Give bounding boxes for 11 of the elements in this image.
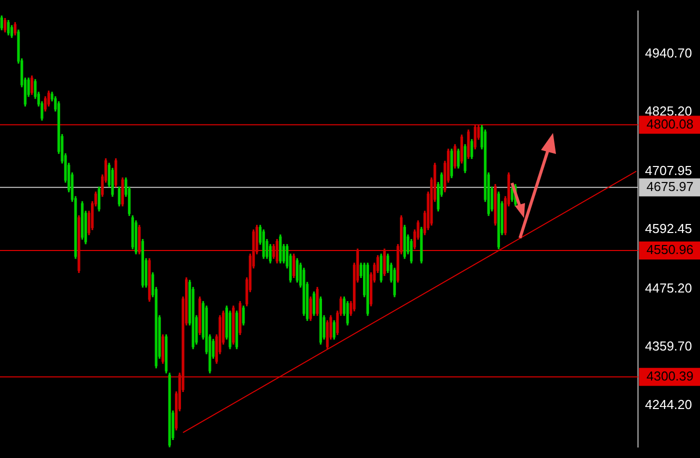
y-tick-label: 4592.45 (645, 221, 692, 236)
ref-line-label: 4675.97 (646, 178, 694, 194)
y-tick-label: 4825.20 (645, 104, 692, 119)
ref-line-label: 4800.08 (646, 116, 694, 132)
y-tick-label: 4359.70 (645, 338, 692, 354)
y-tick-label: 4475.20 (645, 280, 692, 296)
y-tick-label: 4707.95 (645, 162, 692, 178)
y-tick-label: 4244.20 (645, 396, 692, 412)
ref-line-label: 4550.96 (646, 242, 694, 258)
ref-line-label: 4300.39 (646, 368, 694, 384)
y-tick-label: 4940.70 (645, 45, 692, 60)
